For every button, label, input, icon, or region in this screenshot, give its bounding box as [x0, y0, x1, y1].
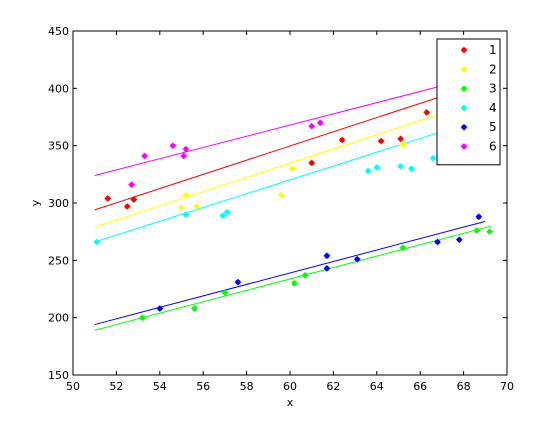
point-series-2 — [193, 203, 200, 210]
point-series-1 — [104, 195, 111, 202]
legend-item-6: 6 — [460, 140, 497, 154]
point-series-2 — [178, 204, 185, 211]
point-series-3 — [139, 314, 146, 321]
point-series-3 — [301, 272, 309, 279]
legend-item-2: 2 — [460, 62, 497, 76]
point-series-1 — [397, 135, 404, 142]
x-tick-label: 52 — [109, 380, 123, 393]
y-tick-label: 400 — [48, 82, 69, 95]
legend-label: 3 — [489, 82, 497, 96]
x-tick-label: 50 — [66, 380, 80, 393]
point-series-2 — [288, 165, 296, 172]
point-series-4 — [430, 155, 437, 162]
y-tick-label: 450 — [48, 25, 69, 38]
fit-lines — [94, 76, 492, 331]
point-series-5 — [354, 255, 361, 263]
point-series-3 — [221, 289, 229, 296]
point-series-5 — [156, 305, 163, 312]
point-series-6 — [182, 145, 190, 153]
point-series-4 — [182, 211, 190, 218]
fit-line-series-1 — [94, 84, 477, 211]
legend-label: 4 — [489, 101, 497, 115]
y-tick-label: 350 — [48, 140, 69, 153]
x-tick-label: 58 — [240, 380, 254, 393]
legend-label: 1 — [489, 43, 497, 57]
point-series-1 — [308, 159, 315, 167]
point-series-6 — [308, 122, 315, 130]
x-axis-label: x — [287, 396, 294, 409]
y-tick-label: 250 — [48, 254, 69, 267]
point-series-6 — [128, 181, 135, 188]
legend-item-1: 1 — [460, 43, 497, 57]
legend-label: 5 — [489, 120, 497, 134]
point-series-5 — [323, 265, 331, 272]
point-series-2 — [182, 191, 190, 199]
legend: 1 2 3 4 5 6 — [436, 38, 501, 166]
point-series-3 — [291, 280, 298, 287]
point-series-1 — [423, 109, 430, 116]
point-series-3 — [399, 244, 407, 251]
point-series-4 — [373, 164, 380, 171]
x-tick-label: 60 — [283, 380, 297, 393]
fit-line-series-3 — [94, 225, 492, 331]
point-series-1 — [130, 196, 137, 203]
point-series-1 — [124, 203, 131, 210]
point-series-1 — [377, 137, 385, 145]
y-axis-label: y — [29, 199, 42, 206]
legend-label: 6 — [489, 140, 497, 154]
legend-item-4: 4 — [460, 101, 497, 115]
point-series-4 — [397, 163, 404, 170]
legend-box — [436, 38, 501, 166]
fit-line-series-6 — [94, 76, 477, 176]
x-tick-label: 54 — [153, 380, 167, 393]
x-tick-label: 66 — [413, 380, 427, 393]
point-series-4 — [364, 167, 372, 175]
y-tick-label: 150 — [48, 369, 69, 382]
point-series-6 — [169, 142, 177, 149]
legend-item-3: 3 — [460, 82, 497, 96]
axis-ticks: 50 52 54 56 58 60 62 64 66 68 70150200250300350400… — [48, 25, 514, 393]
point-series-3 — [473, 227, 480, 234]
point-series-5 — [456, 236, 463, 243]
x-tick-label: 64 — [370, 380, 384, 393]
point-series-6 — [141, 152, 148, 160]
point-series-2 — [399, 141, 407, 148]
point-series-5 — [323, 252, 331, 259]
x-tick-label: 56 — [196, 380, 210, 393]
data-points — [93, 109, 493, 321]
point-series-2 — [278, 191, 285, 199]
point-series-4 — [223, 208, 231, 216]
point-series-5 — [475, 213, 482, 220]
point-series-5 — [234, 278, 242, 286]
point-series-4 — [219, 212, 226, 219]
fit-line-series-2 — [94, 101, 477, 228]
point-series-3 — [486, 228, 493, 235]
point-series-4 — [408, 165, 415, 172]
y-tick-label: 300 — [48, 197, 69, 210]
legend-label: 2 — [489, 62, 497, 76]
point-series-6 — [180, 152, 187, 160]
legend-item-5: 5 — [460, 120, 497, 134]
x-tick-label: 68 — [457, 380, 471, 393]
point-series-3 — [191, 305, 198, 312]
point-series-1 — [338, 136, 346, 144]
fit-line-series-4 — [94, 119, 477, 243]
x-tick-label: 62 — [326, 380, 340, 393]
point-series-4 — [93, 238, 101, 246]
point-series-5 — [434, 238, 441, 246]
y-tick-label: 200 — [48, 312, 69, 325]
x-tick-label: 70 — [500, 380, 514, 393]
point-series-6 — [317, 119, 324, 126]
